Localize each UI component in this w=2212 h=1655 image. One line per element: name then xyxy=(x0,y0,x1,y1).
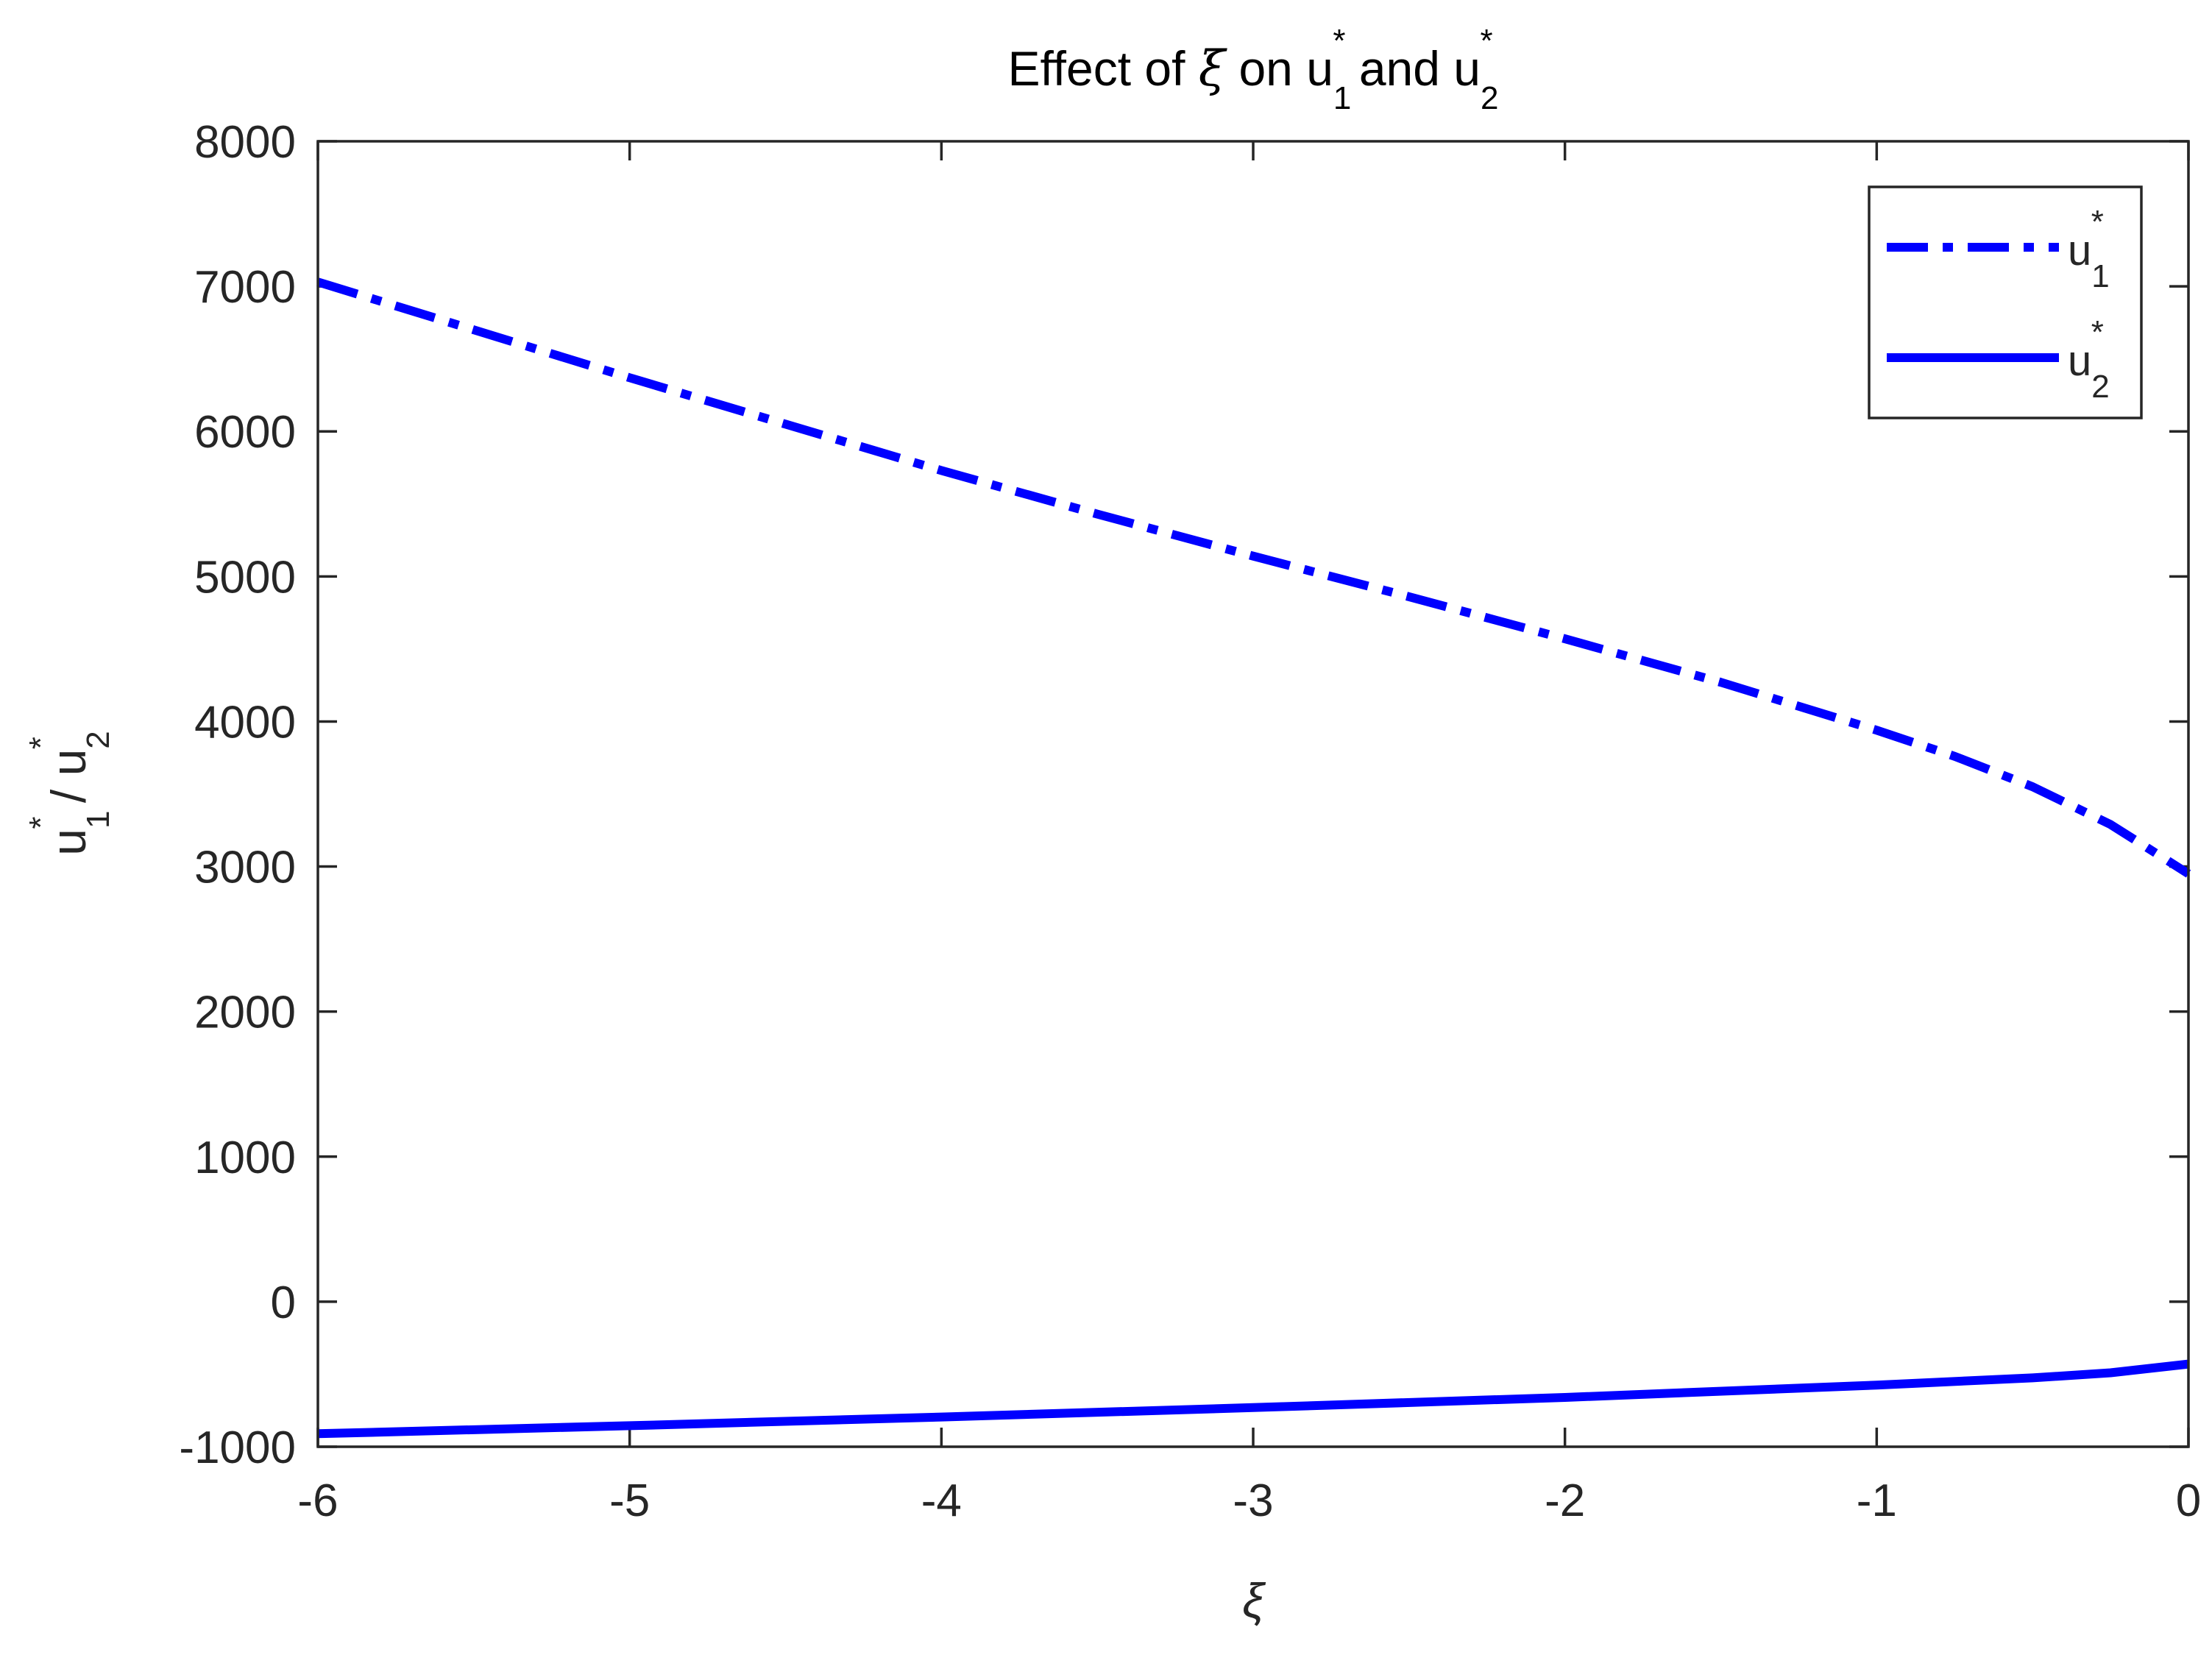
y-tick-label: 4000 xyxy=(194,697,296,748)
legend: u1* u2* xyxy=(1868,185,2143,419)
x-tick-labels: -6 -5 -4 -3 -2 -1 0 xyxy=(297,1475,2201,1526)
x-tick-label: -6 xyxy=(297,1475,338,1526)
series-layer xyxy=(316,277,2191,1439)
legend-label-u1: u1* xyxy=(2068,204,2110,294)
x-tick-label: -2 xyxy=(1545,1475,1585,1526)
x-tick-label: -3 xyxy=(1233,1475,1273,1526)
y-tick-label: 3000 xyxy=(194,843,296,893)
y-tick-label: -1000 xyxy=(179,1422,296,1473)
y-axis-label: u1* / u2* xyxy=(23,731,116,856)
y-tick-label: 8000 xyxy=(194,117,296,168)
x-tick-label: -5 xyxy=(609,1475,650,1526)
legend-box xyxy=(1868,185,2143,419)
y-tick-label: 0 xyxy=(271,1277,296,1328)
series-line-1 xyxy=(316,277,2191,878)
x-axis-label: ξ xyxy=(1242,1573,1266,1628)
y-tick-label: 1000 xyxy=(194,1133,296,1183)
plot-frame xyxy=(316,140,2190,1448)
x-tick-label: 0 xyxy=(2176,1475,2201,1526)
y-tick-label: 7000 xyxy=(194,262,296,313)
legend-label-u2: u2* xyxy=(2068,314,2110,405)
x-tick-label: -1 xyxy=(1857,1475,1897,1526)
x-tick-label: -4 xyxy=(921,1475,962,1526)
y-tick-label: 5000 xyxy=(194,552,296,603)
series-line-2 xyxy=(317,1359,2189,1439)
chart-title: Effect of ξ on u1* and u2* xyxy=(1007,23,1498,116)
y-tick-labels: -1000 0 1000 2000 3000 4000 5000 6000 7000 8000 xyxy=(179,117,296,1473)
y-tick-label: 6000 xyxy=(194,407,296,458)
y-tick-label: 2000 xyxy=(194,988,296,1038)
